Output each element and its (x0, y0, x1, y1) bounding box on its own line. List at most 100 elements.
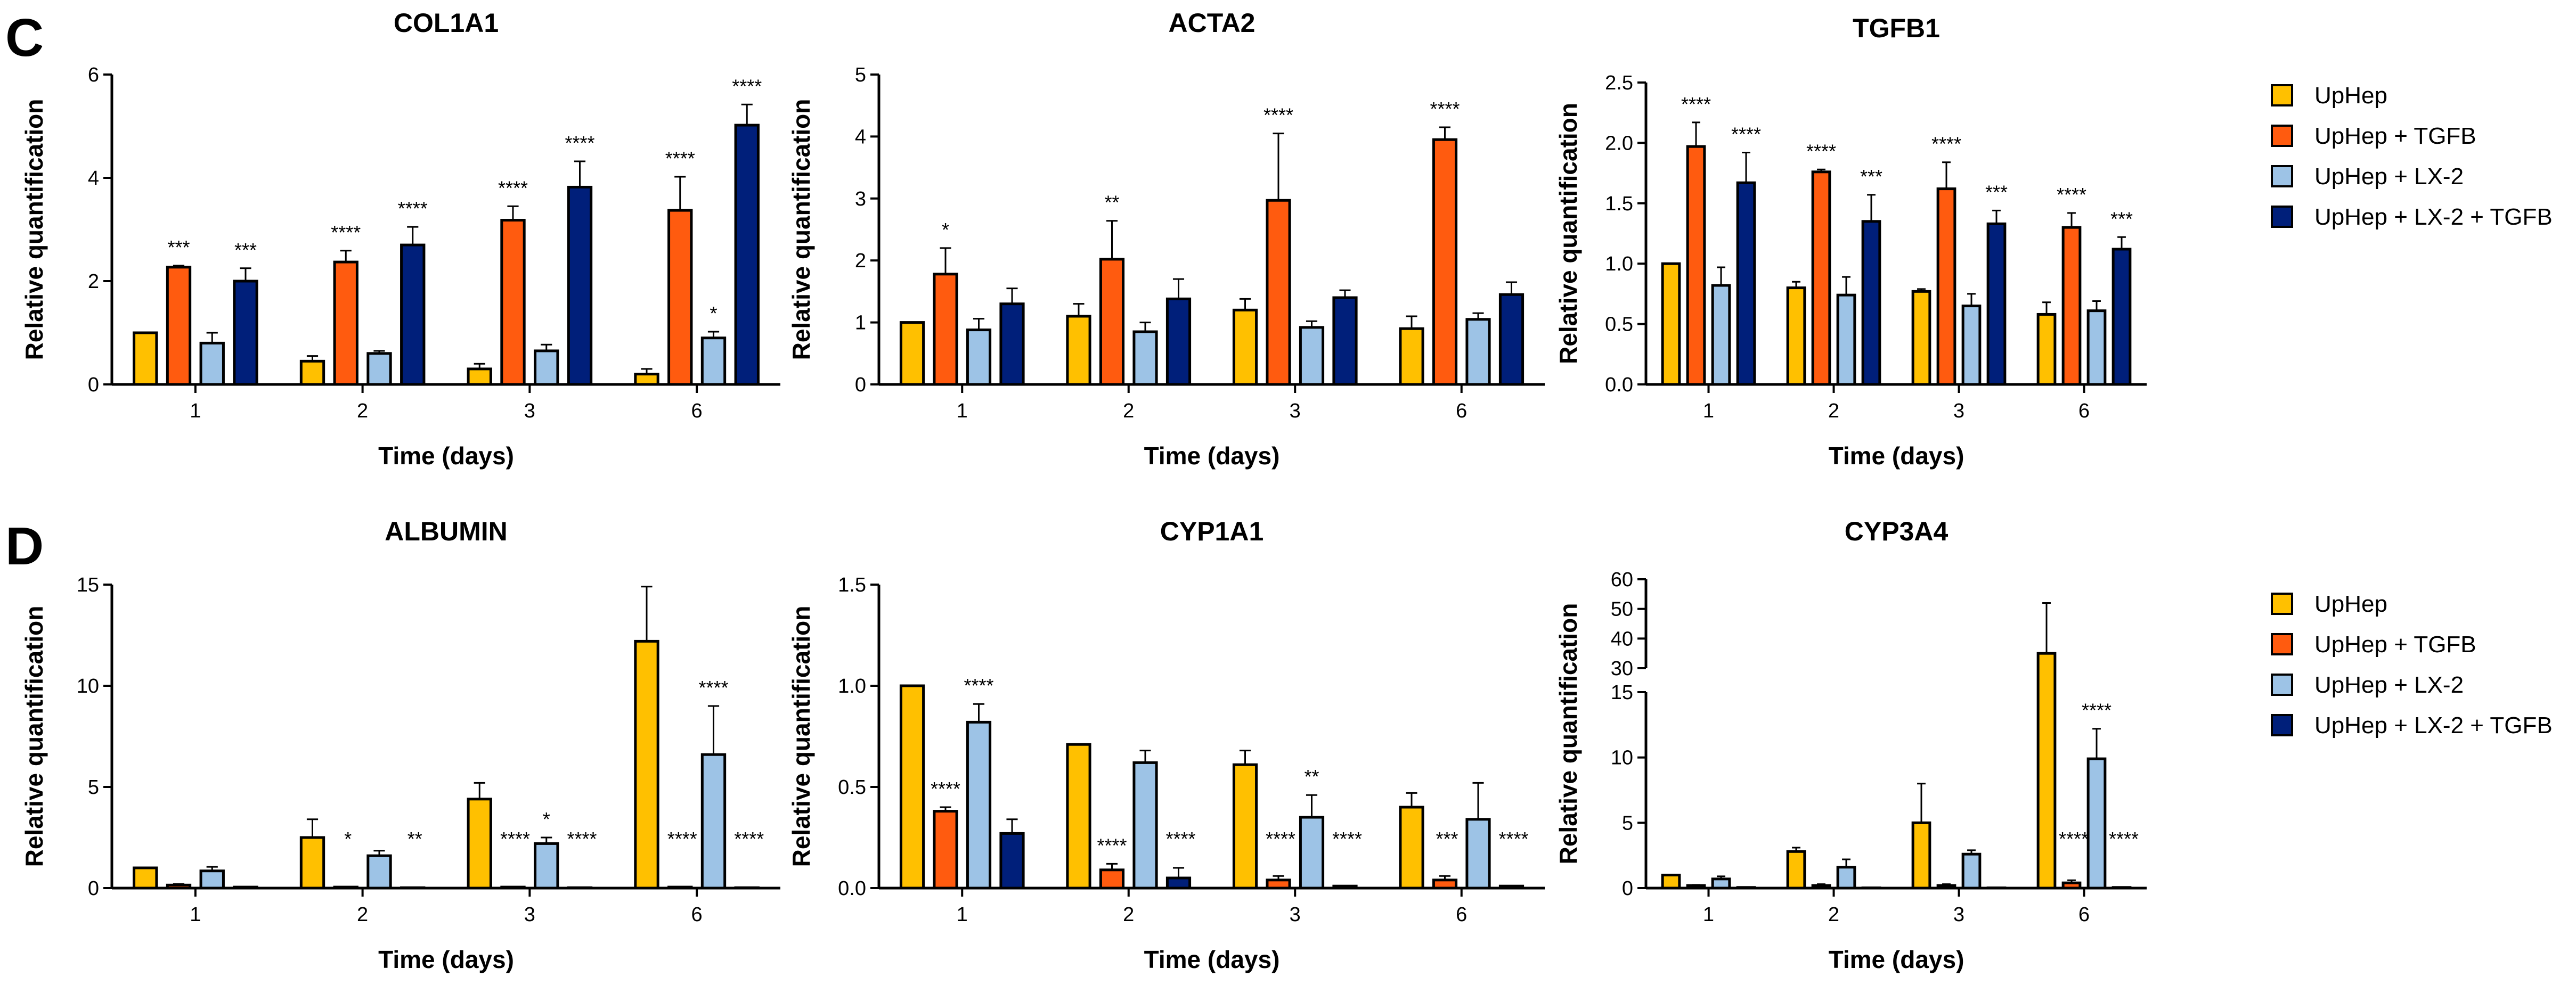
chart-albumin-significance-label: **** (667, 828, 697, 850)
chart-cyp1a1-x-tick-label: 1 (957, 904, 968, 926)
chart-col1a1-error-bar (206, 332, 218, 343)
chart-col1a1-bar (567, 185, 593, 386)
chart-cyp1a1-significance-label: **** (1332, 828, 1362, 850)
chart-cyp3a4-y-tick-label: 40 (1611, 628, 1633, 650)
chart-cyp1a1-title: CYP1A1 (1160, 516, 1264, 546)
chart-albumin-bar (634, 639, 659, 890)
chart-tgfb1-bar (2112, 248, 2132, 386)
legend-swatch (2271, 633, 2293, 655)
chart-acta2-error-bar (1472, 312, 1484, 319)
chart-albumin-bar (467, 798, 492, 890)
legend-swatch (2271, 165, 2293, 187)
chart-cyp3a4-error-bar (1967, 849, 1976, 855)
chart-acta2-bar (1399, 327, 1424, 386)
chart-acta2-y-tick-label: 4 (855, 126, 866, 148)
chart-tgfb1-title: TGFB1 (1853, 13, 1940, 43)
legend-label: UpHep (2314, 591, 2387, 617)
chart-tgfb1-error-bar (1867, 194, 1876, 221)
chart-cyp3a4-bar (1936, 884, 1957, 890)
chart-cyp3a4-x-tick-label: 6 (2078, 904, 2090, 926)
chart-acta2-error-bar (1006, 288, 1018, 304)
chart-cyp3a4-y-label: Relative quantification (1554, 603, 1582, 865)
chart-col1a1-bar (534, 349, 559, 386)
chart-acta2-error-bar (1306, 320, 1318, 327)
chart-tgfb1-bar (2036, 313, 2057, 386)
chart-tgfb1-y-tick-label: 2.0 (1605, 132, 1633, 154)
chart-col1a1-y-tick-label: 2 (88, 270, 99, 293)
chart-tgfb1: TGFB1 0.0 0.5 1.0 1.5 2.0 2.5 Relative quantifi… (1554, 13, 2147, 470)
chart-cyp1a1-error-bar (1139, 750, 1151, 763)
chart-cyp1a1-bar (933, 810, 958, 890)
chart-acta2-x-tick-label: 2 (1123, 400, 1134, 422)
chart-tgfb1-significance-label: **** (1731, 124, 1761, 145)
chart-albumin-y-tick-label: 15 (77, 574, 99, 596)
chart-albumin-x-label: Time (days) (378, 946, 514, 973)
chart-col1a1-error-bar (741, 103, 753, 126)
chart-col1a1-y-tick-label: 6 (88, 64, 99, 86)
chart-acta2-bar (1299, 326, 1325, 386)
chart-cyp3a4-x-tick-label: 1 (1703, 904, 1714, 926)
chart-col1a1-bar (467, 367, 492, 386)
chart-albumin-title: ALBUMIN (385, 516, 508, 546)
chart-acta2-error-bar (1505, 281, 1518, 295)
chart-cyp1a1-bar (1432, 879, 1458, 890)
chart-col1a1-error-bar (306, 355, 319, 362)
chart-albumin-bar (166, 883, 192, 890)
chart-col1a1-bar (734, 124, 760, 386)
legend-label: UpHep + LX-2 + TGFB (2314, 712, 2553, 738)
chart-acta2-error-bar (1172, 278, 1185, 299)
chart-cyp3a4-error-bar (1942, 883, 1951, 886)
chart-tgfb1-error-bar (2117, 236, 2126, 249)
legend-swatch (2271, 206, 2293, 228)
chart-acta2-significance-label: **** (1430, 98, 1460, 120)
chart-col1a1-significance-label: **** (732, 75, 762, 97)
chart-tgfb1-error-bar (1717, 266, 1725, 286)
chart-acta2-bar (1165, 297, 1192, 386)
chart-col1a1-significance-label: **** (565, 132, 594, 154)
chart-cyp3a4-x-tick-label: 3 (1953, 904, 1964, 926)
chart-cyp1a1-bar (1465, 818, 1491, 890)
chart-col1a1-bar (199, 341, 225, 386)
legend-label: UpHep + TGFB (2314, 123, 2476, 149)
chart-cyp3a4-bar (1711, 877, 1731, 890)
chart-col1a1-significance-label: **** (665, 147, 695, 169)
chart-cyp1a1-x-label: Time (days) (1144, 946, 1280, 973)
chart-cyp3a4-x-tick-label: 2 (1828, 904, 1839, 926)
chart-cyp3a4-bar (1836, 866, 1856, 890)
chart-tgfb1-significance-label: *** (1860, 166, 1882, 187)
chart-albumin-x-tick-label: 6 (691, 904, 703, 926)
chart-tgfb1-x-tick-label: 3 (1953, 400, 1964, 422)
chart-tgfb1-bar (1686, 145, 1706, 386)
chart-cyp1a1-error-bar (1172, 867, 1185, 878)
chart-acta2-error-bar (973, 318, 985, 330)
chart-tgfb1-y-tick-label: 1.5 (1605, 193, 1633, 215)
chart-tgfb1-bar (1736, 181, 1756, 386)
chart-cyp1a1-bar (966, 720, 992, 890)
chart-albumin-bar (133, 866, 158, 890)
chart-acta2-bar (1232, 308, 1258, 386)
chart-col1a1-x-tick-label: 1 (190, 400, 201, 422)
chart-tgfb1-y-tick-label: 1.0 (1605, 253, 1633, 275)
chart-tgfb1-significance-label: **** (1681, 93, 1711, 115)
chart-albumin-significance-label: ** (407, 828, 422, 850)
panel-letter-d: D (5, 516, 44, 576)
chart-tgfb1-bar (1986, 222, 2007, 386)
chart-albumin-x-tick-label: 2 (357, 904, 368, 926)
chart-tgfb1-bar (2061, 226, 2082, 386)
chart-tgfb1-bar (1911, 290, 1931, 386)
chart-tgfb1-x-tick-label: 1 (1703, 400, 1714, 422)
chart-col1a1-error-bar (541, 343, 552, 351)
chart-cyp3a4-error-bar (1842, 858, 1851, 867)
chart-col1a1-y-label: Relative quantification (20, 99, 48, 360)
chart-col1a1-y-tick-label: 4 (88, 167, 99, 190)
chart-cyp3a4-bar (1786, 850, 1806, 890)
chart-cyp1a1: CYP1A1 0.0 0.5 1.0 1.5 Relative quantificatio… (787, 516, 1545, 973)
chart-albumin-error-bar (541, 836, 552, 844)
chart-tgfb1-x-tick-label: 6 (2078, 400, 2090, 422)
chart-col1a1-x-tick-label: 3 (524, 400, 535, 422)
chart-tgfb1-error-bar (1967, 293, 1976, 306)
chart-col1a1-significance-label: **** (398, 198, 428, 219)
chart-cyp3a4-y-tick-label: 15 (1611, 682, 1633, 704)
chart-acta2-bar (1465, 318, 1491, 386)
chart-cyp3a4-error-bar (1817, 883, 1825, 886)
